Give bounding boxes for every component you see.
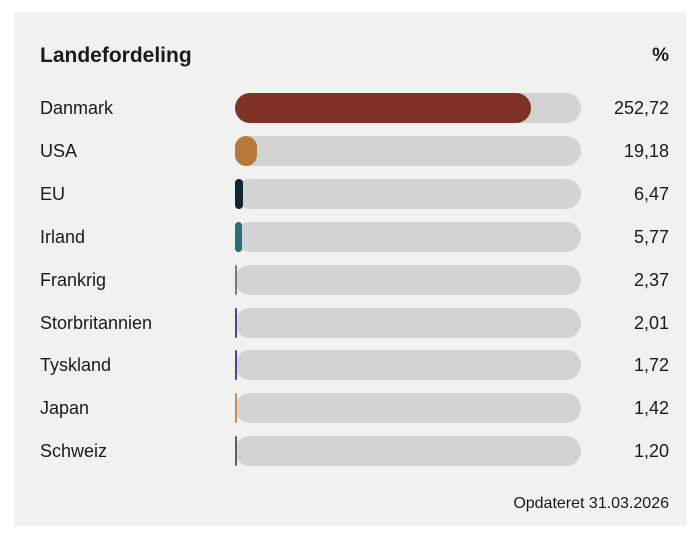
category-label: Schweiz (40, 441, 108, 462)
value-label: 5,77 (633, 226, 669, 247)
bar-track (235, 221, 581, 252)
unit-label: % (652, 45, 669, 66)
category-label: Japan (40, 398, 90, 419)
category-label: Storbritannien (40, 312, 153, 333)
bar-track (235, 350, 581, 381)
bar (235, 93, 531, 123)
category-label: Irland (40, 226, 86, 247)
country-distribution-card: Landefordeling % Danmark 252,72 USA 19,18 EU… (14, 12, 686, 526)
bar (235, 221, 242, 252)
value-label: 1,42 (633, 398, 669, 419)
value-label: 1,20 (633, 441, 669, 462)
category-label: Frankrig (40, 269, 107, 290)
bar (235, 350, 237, 381)
value-label: 6,47 (633, 183, 669, 204)
category-label: Tyskland (40, 355, 112, 376)
bar (235, 436, 237, 467)
bar-row: USA 19,18 (14, 134, 686, 168)
bar-track (235, 393, 581, 424)
value-label: 252,72 (613, 98, 669, 118)
bar (235, 307, 238, 338)
chart-title: Landefordeling (40, 44, 192, 67)
bar-row: Irland 5,77 (14, 220, 686, 254)
bar-row: Japan 1,42 (14, 391, 686, 425)
bar-track (235, 264, 581, 295)
bar-track (235, 178, 581, 209)
bar-row: Tyskland 1,72 (14, 348, 686, 382)
bar-row: EU 6,47 (14, 177, 686, 211)
category-label: USA (40, 140, 78, 161)
bar (235, 393, 237, 424)
bar (235, 135, 258, 166)
bar-row: Danmark 252,72 (14, 91, 686, 125)
bar (235, 178, 243, 209)
bar-row: Frankrig 2,37 (14, 263, 686, 297)
bar (235, 264, 238, 295)
category-label: Danmark (40, 98, 114, 118)
bar-track (235, 307, 581, 338)
bar-row: Storbritannien 2,01 (14, 306, 686, 340)
bar-track (235, 436, 581, 467)
category-label: EU (40, 183, 66, 204)
value-label: 2,01 (633, 312, 669, 333)
updated-timestamp: Opdateret 31.03.2026 (513, 495, 669, 512)
value-label: 19,18 (623, 140, 669, 161)
bar-row: Schweiz 1,20 (14, 434, 686, 468)
value-label: 1,72 (633, 355, 669, 376)
value-label: 2,37 (633, 269, 669, 290)
bar-track (235, 135, 581, 166)
